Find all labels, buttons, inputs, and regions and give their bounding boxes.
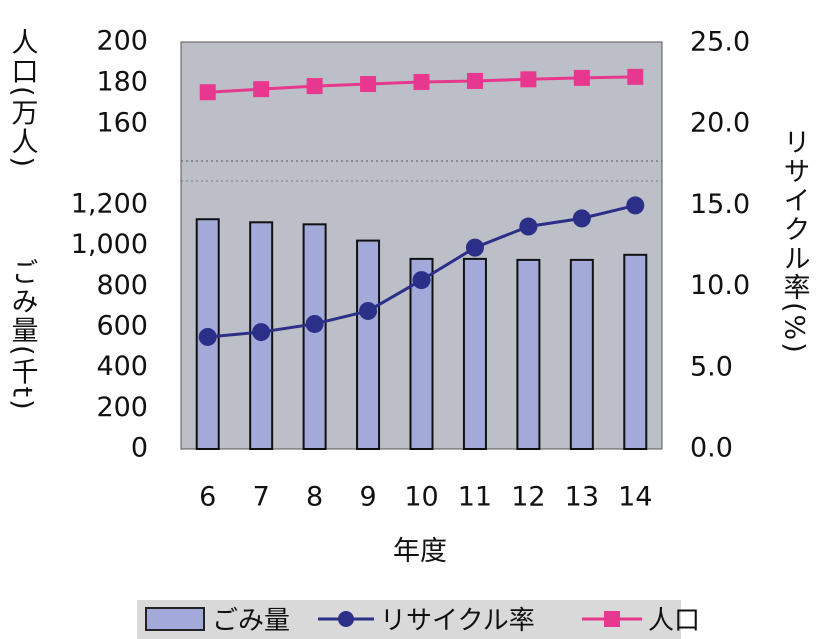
bar-14 bbox=[623, 253, 648, 450]
population-point-13 bbox=[573, 69, 590, 86]
bars-group bbox=[195, 218, 648, 450]
right-tick-20.0: 20.0 bbox=[690, 108, 750, 139]
recycle-point-8 bbox=[305, 314, 324, 333]
left-lower-tick-1,200: 1,200 bbox=[71, 189, 148, 220]
bar-10 bbox=[409, 257, 434, 450]
recycle-point-11 bbox=[465, 238, 484, 257]
bar-8 bbox=[302, 223, 327, 450]
right-tick-5.0: 5.0 bbox=[690, 351, 733, 382]
legend: ごみ量 リサイクル率 人口 bbox=[137, 600, 700, 639]
x-tick-12: 12 bbox=[511, 482, 545, 513]
x-tick-14: 14 bbox=[618, 482, 652, 513]
population-point-8 bbox=[306, 78, 323, 95]
legend-population-marker bbox=[604, 611, 620, 627]
x-tick-6: 6 bbox=[199, 482, 216, 513]
recycle-point-10 bbox=[412, 271, 431, 290]
right-tick-15.0: 15.0 bbox=[690, 189, 750, 220]
recycle-point-13 bbox=[572, 209, 591, 228]
x-tick-7: 7 bbox=[253, 482, 270, 513]
left-lower-tick-0: 0 bbox=[131, 433, 148, 464]
recycle-axis-label: リサイクル率(%) bbox=[779, 128, 810, 355]
x-ticks: 6 7 8 9 10 11 12 13 14 bbox=[199, 482, 652, 513]
legend-recycle-marker bbox=[338, 611, 354, 627]
bar-13 bbox=[569, 258, 594, 450]
population-point-11 bbox=[466, 72, 483, 89]
left-lower-tick-200: 200 bbox=[96, 392, 148, 423]
x-tick-13: 13 bbox=[565, 482, 599, 513]
left-lower-tick-600: 600 bbox=[96, 311, 148, 342]
recycle-point-14 bbox=[626, 196, 645, 215]
population-point-9 bbox=[360, 76, 377, 93]
population-line-group bbox=[199, 68, 644, 101]
legend-recycle-label: リサイクル率 bbox=[380, 606, 535, 636]
population-point-12 bbox=[520, 71, 537, 88]
x-tick-10: 10 bbox=[404, 482, 438, 513]
x-tick-11: 11 bbox=[458, 482, 492, 513]
waste-axis-label: ごみ量(千t) bbox=[7, 258, 38, 412]
left-upper-ticks: 160 180 200 bbox=[96, 26, 148, 139]
population-axis-label: 人口(万人) bbox=[7, 28, 39, 169]
right-tick-25.0: 25.0 bbox=[690, 27, 750, 58]
bar-9 bbox=[356, 239, 381, 450]
left-upper-tick-160: 160 bbox=[96, 108, 148, 139]
left-upper-tick-180: 180 bbox=[96, 67, 148, 98]
bar-11 bbox=[462, 257, 487, 450]
left-lower-tick-400: 400 bbox=[96, 351, 148, 382]
legend-population-label: 人口 bbox=[648, 606, 700, 636]
bar-12 bbox=[516, 258, 541, 450]
recycle-point-6 bbox=[198, 327, 217, 346]
population-point-14 bbox=[627, 68, 644, 85]
x-axis-label: 年度 bbox=[393, 536, 447, 567]
recycle-point-9 bbox=[359, 301, 378, 320]
recycle-rate-line-group bbox=[198, 196, 645, 346]
legend-waste-label: ごみ量 bbox=[212, 606, 290, 636]
population-point-7 bbox=[253, 81, 270, 98]
left-lower-tick-800: 800 bbox=[96, 270, 148, 301]
right-tick-10.0: 10.0 bbox=[690, 270, 750, 301]
recycle-point-12 bbox=[519, 217, 538, 236]
left-upper-tick-200: 200 bbox=[96, 26, 148, 57]
recycle-point-7 bbox=[252, 323, 271, 342]
x-tick-8: 8 bbox=[306, 482, 323, 513]
x-tick-9: 9 bbox=[359, 482, 376, 513]
left-lower-tick-1,000: 1,000 bbox=[71, 229, 148, 260]
left-lower-ticks: 0 200 400 600 800 1,000 1,200 bbox=[71, 189, 148, 464]
legend-bar-swatch bbox=[145, 607, 205, 631]
population-point-6 bbox=[199, 84, 216, 101]
population-point-10 bbox=[413, 73, 430, 90]
right-ticks: 0.0 5.0 10.0 15.0 20.0 25.0 bbox=[690, 27, 750, 464]
right-tick-0.0: 0.0 bbox=[690, 433, 733, 464]
